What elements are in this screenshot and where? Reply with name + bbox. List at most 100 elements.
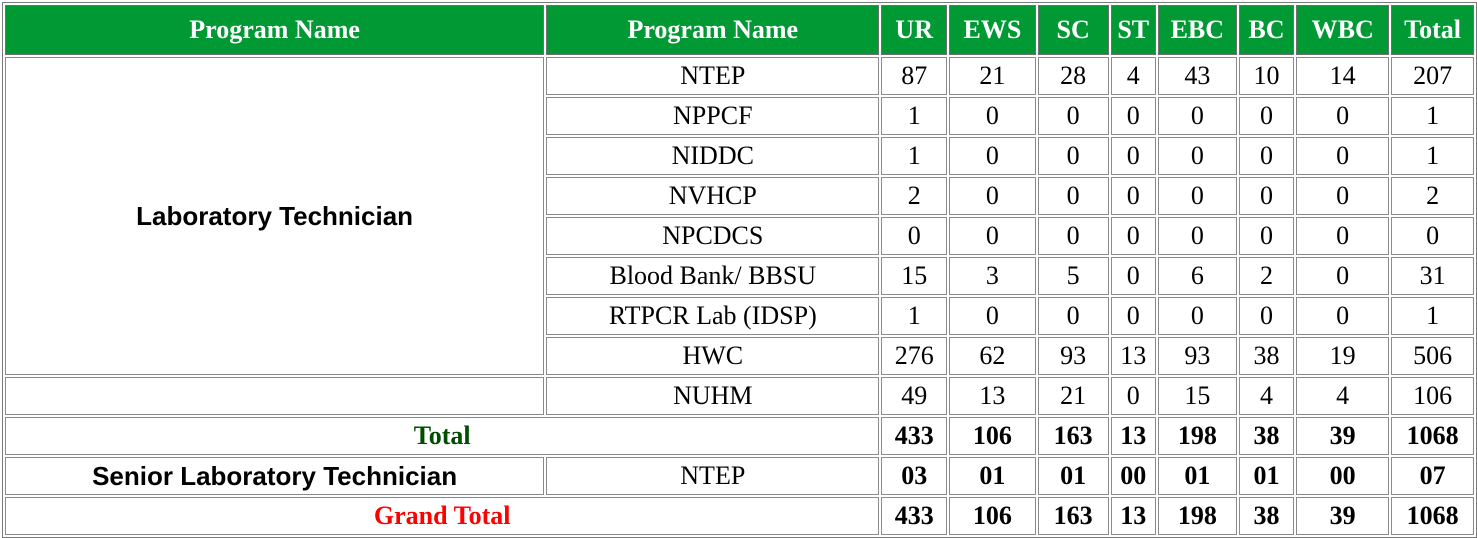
total-value-cell: 39 [1296, 417, 1390, 455]
grand-total-value-cell: 198 [1157, 497, 1237, 535]
senior-value-cell: 01 [1238, 457, 1295, 495]
program-cell: NTEP [546, 457, 880, 495]
value-cell: 0 [1037, 97, 1109, 135]
table-row: NVHCP 2 0 0 0 0 0 0 2 [5, 177, 1474, 215]
value-cell: 0 [1238, 137, 1295, 175]
value-cell: 6 [1157, 257, 1237, 295]
grand-total-label: Grand Total [5, 497, 880, 535]
value-cell: 21 [949, 57, 1036, 95]
senior-value-cell: 00 [1110, 457, 1156, 495]
table-row: NIDDC 1 0 0 0 0 0 0 1 [5, 137, 1474, 175]
total-value-cell: 433 [881, 417, 948, 455]
table-row: RTPCR Lab (IDSP) 1 0 0 0 0 0 0 1 [5, 297, 1474, 335]
value-cell: 0 [1157, 137, 1237, 175]
value-cell: 0 [1238, 97, 1295, 135]
header-ur: UR [881, 5, 948, 55]
grand-total-row: Grand Total 433 106 163 13 198 38 39 106… [5, 497, 1474, 535]
value-cell: 0 [1037, 137, 1109, 175]
table-row: NUHM 49 13 21 0 15 4 4 106 [5, 377, 1474, 415]
value-cell: 0 [1157, 177, 1237, 215]
grand-total-value-cell: 38 [1238, 497, 1295, 535]
header-sc: SC [1037, 5, 1109, 55]
value-cell: 0 [1391, 217, 1474, 255]
value-cell: 14 [1296, 57, 1390, 95]
value-cell: 38 [1238, 337, 1295, 375]
total-value-cell: 13 [1110, 417, 1156, 455]
value-cell: 28 [1037, 57, 1109, 95]
grand-total-value-cell: 39 [1296, 497, 1390, 535]
value-cell: 62 [949, 337, 1036, 375]
empty-group-cell [5, 377, 545, 415]
value-cell: 0 [1238, 297, 1295, 335]
value-cell: 1 [1391, 97, 1474, 135]
header-st: ST [1110, 5, 1156, 55]
value-cell: 0 [1110, 377, 1156, 415]
value-cell: 0 [949, 97, 1036, 135]
program-cell: HWC [546, 337, 880, 375]
value-cell: 276 [881, 337, 948, 375]
value-cell: 31 [1391, 257, 1474, 295]
value-cell: 13 [949, 377, 1036, 415]
total-value-cell: 106 [949, 417, 1036, 455]
value-cell: 4 [1238, 377, 1295, 415]
header-bc: BC [1238, 5, 1295, 55]
header-ebc: EBC [1157, 5, 1237, 55]
value-cell: 93 [1157, 337, 1237, 375]
value-cell: 87 [881, 57, 948, 95]
value-cell: 0 [1296, 97, 1390, 135]
value-cell: 0 [1037, 177, 1109, 215]
value-cell: 1 [1391, 137, 1474, 175]
value-cell: 0 [1037, 297, 1109, 335]
value-cell: 43 [1157, 57, 1237, 95]
value-cell: 0 [1110, 137, 1156, 175]
value-cell: 0 [949, 217, 1036, 255]
value-cell: 93 [1037, 337, 1109, 375]
program-cell: NTEP [546, 57, 880, 95]
value-cell: 49 [881, 377, 948, 415]
value-cell: 0 [1238, 217, 1295, 255]
value-cell: 1 [1391, 297, 1474, 335]
grand-total-value-cell: 106 [949, 497, 1036, 535]
value-cell: 2 [1238, 257, 1295, 295]
group-label-laboratory-technician: Laboratory Technician [5, 57, 545, 375]
value-cell: 3 [949, 257, 1036, 295]
program-cell: NPCDCS [546, 217, 880, 255]
value-cell: 0 [1296, 177, 1390, 215]
program-cell: NUHM [546, 377, 880, 415]
senior-value-cell: 01 [1037, 457, 1109, 495]
program-cell: NPPCF [546, 97, 880, 135]
value-cell: 0 [1296, 297, 1390, 335]
value-cell: 0 [1110, 177, 1156, 215]
value-cell: 0 [1037, 217, 1109, 255]
value-cell: 506 [1391, 337, 1474, 375]
header-ews: EWS [949, 5, 1036, 55]
senior-value-cell: 07 [1391, 457, 1474, 495]
value-cell: 4 [1296, 377, 1390, 415]
grand-total-value-cell: 433 [881, 497, 948, 535]
program-cell: Blood Bank/ BBSU [546, 257, 880, 295]
header-wbc: WBC [1296, 5, 1390, 55]
value-cell: 2 [881, 177, 948, 215]
total-value-cell: 163 [1037, 417, 1109, 455]
program-cell: RTPCR Lab (IDSP) [546, 297, 880, 335]
table-row: NPPCF 1 0 0 0 0 0 0 1 [5, 97, 1474, 135]
program-cell: NVHCP [546, 177, 880, 215]
senior-value-cell: 01 [1157, 457, 1237, 495]
header-row: Program Name Program Name UR EWS SC ST E… [5, 5, 1474, 55]
value-cell: 15 [1157, 377, 1237, 415]
value-cell: 10 [1238, 57, 1295, 95]
value-cell: 207 [1391, 57, 1474, 95]
value-cell: 0 [1110, 97, 1156, 135]
value-cell: 0 [881, 217, 948, 255]
senior-row: Senior Laboratory Technician NTEP 03 01 … [5, 457, 1474, 495]
value-cell: 0 [1157, 97, 1237, 135]
grand-total-value-cell: 13 [1110, 497, 1156, 535]
value-cell: 0 [949, 137, 1036, 175]
value-cell: 1 [881, 137, 948, 175]
value-cell: 0 [1157, 297, 1237, 335]
senior-value-cell: 03 [881, 457, 948, 495]
value-cell: 2 [1391, 177, 1474, 215]
total-value-cell: 1068 [1391, 417, 1474, 455]
value-cell: 0 [949, 297, 1036, 335]
